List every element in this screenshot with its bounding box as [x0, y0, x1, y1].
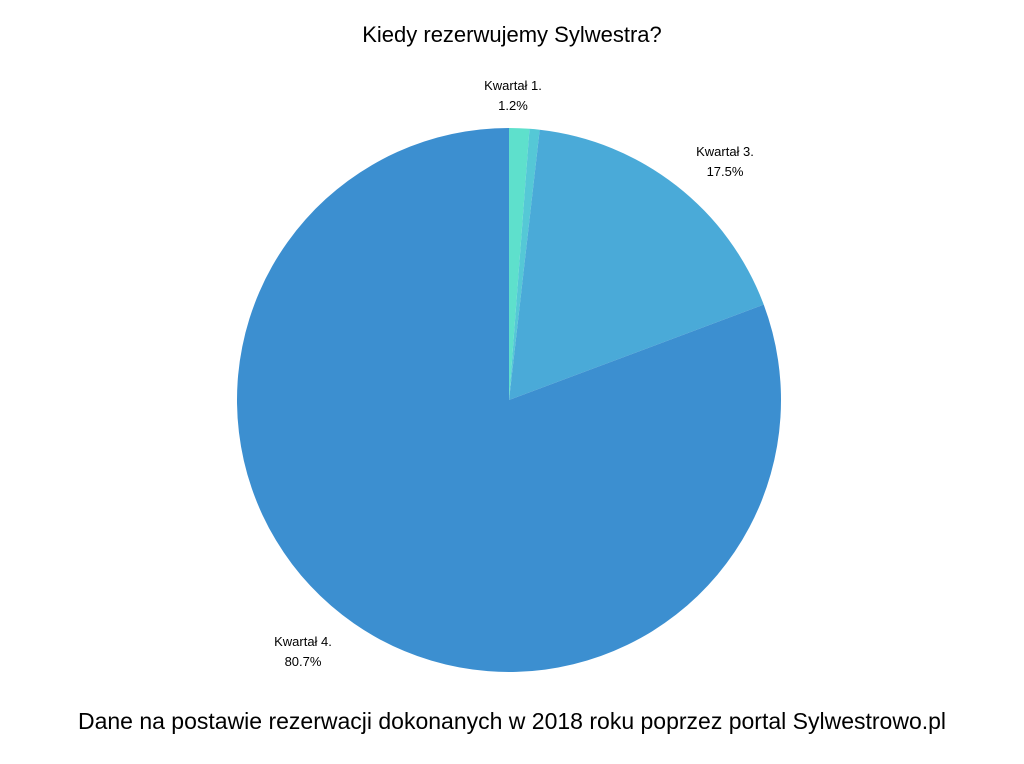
pie-slice-q4 [237, 128, 782, 672]
chart-footer: Dane na postawie rezerwacji dokonanych w… [77, 708, 947, 734]
pie-slice-q1 [509, 128, 530, 400]
slice-label-q4: Kwartał 4. 80.7% [258, 632, 348, 672]
slice-name-q4: Kwartał 4. [274, 634, 332, 649]
slice-name-q3: Kwartał 3. [696, 144, 754, 159]
pie-slice-q3 [509, 129, 764, 400]
chart-title: Kiedy rezerwujemy Sylwestra? [362, 22, 662, 47]
slice-name-q1: Kwartał 1. [484, 78, 542, 93]
slice-label-q1: Kwartał 1. 1.2% [468, 76, 558, 116]
slice-value-q3: 17.5% [706, 164, 744, 179]
slice-value-q1: 1.2% [498, 98, 528, 113]
slice-label-q3: Kwartał 3. 17.5% [680, 142, 770, 182]
slice-value-q4: 80.7% [284, 654, 322, 669]
pie-slice-q2 [509, 128, 540, 401]
